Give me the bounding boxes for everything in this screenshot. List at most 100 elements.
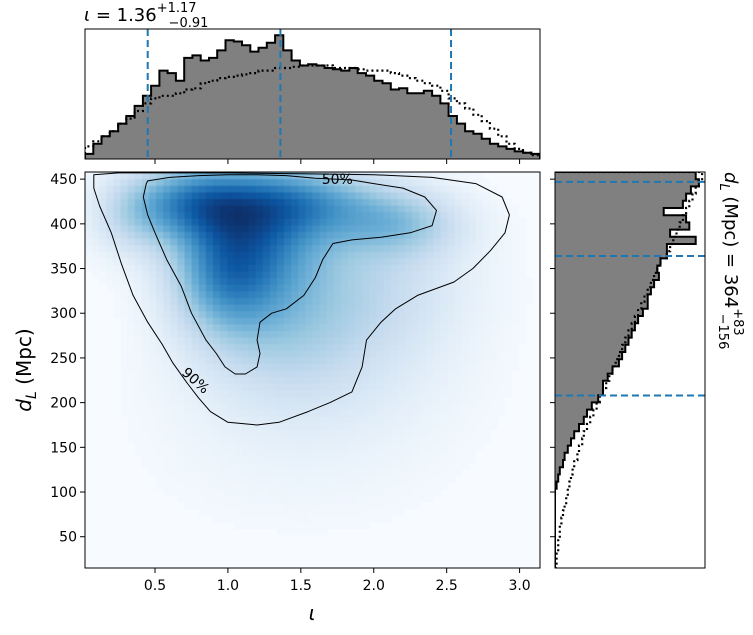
density-cell: [355, 383, 363, 391]
density-cell: [461, 290, 470, 298]
density-cell: [355, 297, 363, 305]
density-cell: [106, 257, 115, 265]
density-cell: [127, 422, 136, 430]
density-cell: [170, 462, 179, 470]
density-cell: [220, 238, 228, 246]
density-cell: [291, 185, 299, 193]
density-cell: [92, 257, 100, 265]
density-cell: [134, 317, 143, 325]
density-cell: [348, 442, 356, 450]
density-cell: [305, 350, 314, 358]
density-cell: [355, 218, 363, 226]
density-cell: [241, 297, 250, 305]
density-cell: [383, 205, 392, 213]
density-cell: [440, 409, 449, 417]
density-cell: [177, 178, 186, 186]
density-cell: [326, 370, 335, 378]
density-cell: [476, 284, 484, 292]
density-cell: [483, 330, 491, 338]
density-cell: [419, 317, 427, 325]
density-cell: [191, 231, 200, 239]
density-cell: [412, 343, 420, 351]
density-cell: [362, 515, 370, 523]
density-cell: [148, 363, 157, 371]
density-cell: [326, 389, 335, 397]
density-cell: [454, 462, 463, 470]
density-cell: [390, 290, 399, 298]
density-cell: [177, 317, 186, 325]
distance-minus-error: −156: [715, 314, 730, 350]
density-cell: [454, 403, 463, 411]
density-cell: [298, 224, 306, 232]
density-cell: [376, 442, 385, 450]
density-cell: [461, 284, 470, 292]
density-cell: [348, 409, 356, 417]
density-cell: [156, 389, 164, 397]
density-cell: [227, 284, 235, 292]
density-cell: [163, 231, 171, 239]
density-cell: [476, 337, 484, 345]
density-cell: [390, 442, 399, 450]
density-cell: [468, 172, 477, 180]
density-cell: [177, 455, 186, 463]
density-cell: [262, 231, 271, 239]
density-cell: [319, 218, 328, 226]
density-cell: [468, 231, 477, 239]
density-cell: [525, 284, 534, 292]
density-cell: [362, 469, 370, 477]
density-cell: [205, 271, 214, 279]
density-cell: [212, 317, 221, 325]
density-cell: [227, 191, 235, 199]
density-cell: [241, 495, 250, 503]
density-cell: [205, 211, 214, 219]
density-cell: [170, 376, 179, 384]
density-cell: [319, 488, 328, 496]
density-cell: [134, 337, 143, 345]
density-cell: [305, 455, 314, 463]
density-cell: [355, 257, 363, 265]
density-cell: [340, 350, 349, 358]
density-cell: [404, 455, 413, 463]
density-cell: [163, 264, 171, 272]
density-cell: [390, 264, 399, 272]
density-cell: [326, 231, 335, 239]
density-cell: [227, 198, 235, 206]
density-cell: [291, 389, 299, 397]
density-cell: [362, 363, 370, 371]
density-cell: [426, 475, 434, 483]
density-cell: [156, 469, 164, 477]
density-cell: [248, 244, 257, 252]
density-cell: [163, 244, 171, 252]
density-cell: [205, 231, 214, 239]
density-cell: [305, 528, 314, 536]
density-cell: [312, 297, 321, 305]
density-cell: [397, 323, 406, 331]
density-cell: [269, 436, 278, 444]
density-cell: [234, 244, 243, 252]
density-cell: [355, 436, 363, 444]
density-cell: [227, 469, 235, 477]
density-cell: [120, 304, 129, 312]
density-cell: [269, 323, 278, 331]
density-cell: [504, 310, 513, 318]
density-cell: [326, 449, 335, 457]
density-cell: [141, 238, 150, 246]
density-cell: [163, 356, 171, 364]
density-cell: [227, 310, 235, 318]
density-cell: [447, 429, 456, 437]
density-cell: [447, 172, 456, 180]
density-cell: [447, 449, 456, 457]
density-cell: [120, 376, 129, 384]
density-cell: [284, 317, 292, 325]
density-cell: [241, 396, 250, 404]
density-cell: [490, 389, 498, 397]
density-cell: [383, 290, 392, 298]
density-cell: [319, 343, 328, 351]
density-cell: [284, 251, 292, 259]
density-cell: [348, 277, 356, 285]
density-cell: [212, 251, 221, 259]
density-cell: [291, 205, 299, 213]
density-cell: [362, 317, 370, 325]
density-cell: [483, 277, 491, 285]
density-cell: [220, 422, 228, 430]
